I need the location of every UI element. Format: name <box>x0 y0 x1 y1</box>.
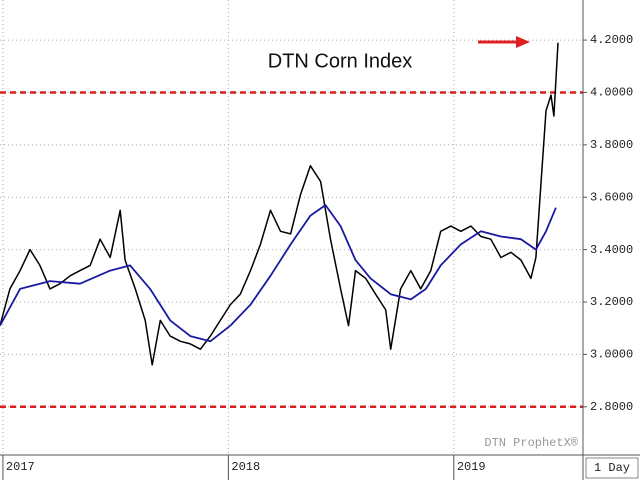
x-tick-label: 2018 <box>231 460 260 474</box>
y-tick-label: 3.0000 <box>590 348 633 362</box>
y-tick-label: 2.8000 <box>590 400 633 414</box>
series-line <box>0 42 559 366</box>
x-tick-label: 2017 <box>6 460 35 474</box>
x-tick-label: 2019 <box>457 460 486 474</box>
arrow-head <box>516 36 530 48</box>
series-line <box>0 204 557 343</box>
y-tick-label: 4.0000 <box>590 86 633 100</box>
y-tick-label: 3.6000 <box>590 190 633 204</box>
y-tick-label: 3.8000 <box>590 138 633 152</box>
marks <box>0 42 583 409</box>
y-tick-label: 3.2000 <box>590 295 633 309</box>
y-tick-label: 4.2000 <box>590 33 633 47</box>
period-label: 1 Day <box>594 461 630 475</box>
y-tick-label: 3.4000 <box>590 243 633 257</box>
chart-title: DTN Corn Index <box>268 50 413 72</box>
watermark: DTN ProphetX® <box>484 436 578 450</box>
period-box <box>585 457 639 479</box>
